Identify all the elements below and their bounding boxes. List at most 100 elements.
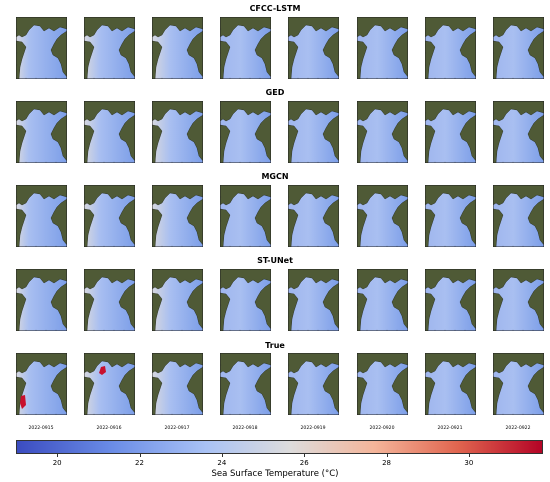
land-west [357,376,368,415]
land-north [357,353,408,374]
sst-map-image [493,269,544,331]
colorbar-tick-label: 28 [382,459,391,467]
land-west [16,40,27,79]
land-north [84,353,135,374]
sst-map [152,269,203,331]
land-west [357,292,368,331]
map-frame [357,353,408,415]
map-frame [220,353,271,415]
date-label: 2022-0918 [232,426,258,431]
land-west [16,208,27,247]
map-frame [152,101,203,163]
land-east [50,282,67,330]
map-frame [288,269,339,331]
sst-map [84,353,135,415]
land-east [459,198,476,246]
land-east [50,30,67,78]
land-east [118,114,135,162]
map-frame [288,185,339,247]
colorbar-tick [468,454,470,457]
map-frame [357,101,408,163]
land-west [288,292,299,331]
map-frame [493,17,544,79]
sst-map-image [84,101,135,163]
land-west [152,124,163,163]
colorbar [16,440,543,454]
land-west [16,292,27,331]
sst-map-image [425,185,476,247]
sst-map-image [152,269,203,331]
sst-map-image [16,17,67,79]
map-frame [288,353,339,415]
row-title: GED [265,88,285,97]
map-frame [425,353,476,415]
map-frame [84,269,135,331]
land-east [186,366,203,414]
land-west [152,292,163,331]
sst-map-image [220,353,271,415]
sst-map [84,269,135,331]
land-north [220,101,271,122]
colorbar-tick-label: 24 [217,459,227,467]
land-north [357,185,408,206]
map-frame [220,17,271,79]
map-frame [220,185,271,247]
land-west [220,208,231,247]
land-west [84,40,95,79]
date-label: 2022-0921 [437,426,463,431]
sst-map-image [357,185,408,247]
sst-map [425,185,476,247]
land-west [493,376,504,415]
sst-map-image [220,269,271,331]
land-east [254,30,271,78]
sst-map [425,101,476,163]
land-east [186,198,203,246]
map-frame [425,185,476,247]
sst-map [493,185,544,247]
sst-map-image [152,353,203,415]
sst-map-image [357,17,408,79]
sst-map [16,353,67,415]
land-east [527,114,544,162]
sst-map-image [220,101,271,163]
sst-map [357,353,408,415]
map-frame [16,353,67,415]
land-east [186,30,203,78]
sst-map [288,269,339,331]
land-north [152,17,203,38]
land-north [493,353,544,374]
land-east [118,366,135,414]
map-frame [288,101,339,163]
land-north [220,269,271,290]
land-west [493,292,504,331]
land-west [152,40,163,79]
map-frame [84,185,135,247]
map-frame [84,353,135,415]
sst-map-image [84,269,135,331]
land-east [527,366,544,414]
land-west [288,40,299,79]
land-north [493,101,544,122]
colorbar-tick [386,454,388,457]
land-east [391,30,408,78]
land-north [425,101,476,122]
land-east [391,366,408,414]
land-west [220,40,231,79]
land-north [16,17,67,38]
land-north [16,101,67,122]
date-label: 2022-0922 [505,426,531,431]
date-label: 2022-0919 [300,426,326,431]
land-west [16,124,27,163]
warm-anomaly [20,395,26,409]
land-east [50,366,67,414]
land-east [186,114,203,162]
sst-map [493,353,544,415]
land-north [357,101,408,122]
land-west [493,208,504,247]
land-north [220,185,271,206]
date-label: 2022-0917 [164,426,190,431]
sst-map [357,17,408,79]
sst-map-image [288,101,339,163]
sst-map-image [288,185,339,247]
sst-map-image [288,17,339,79]
